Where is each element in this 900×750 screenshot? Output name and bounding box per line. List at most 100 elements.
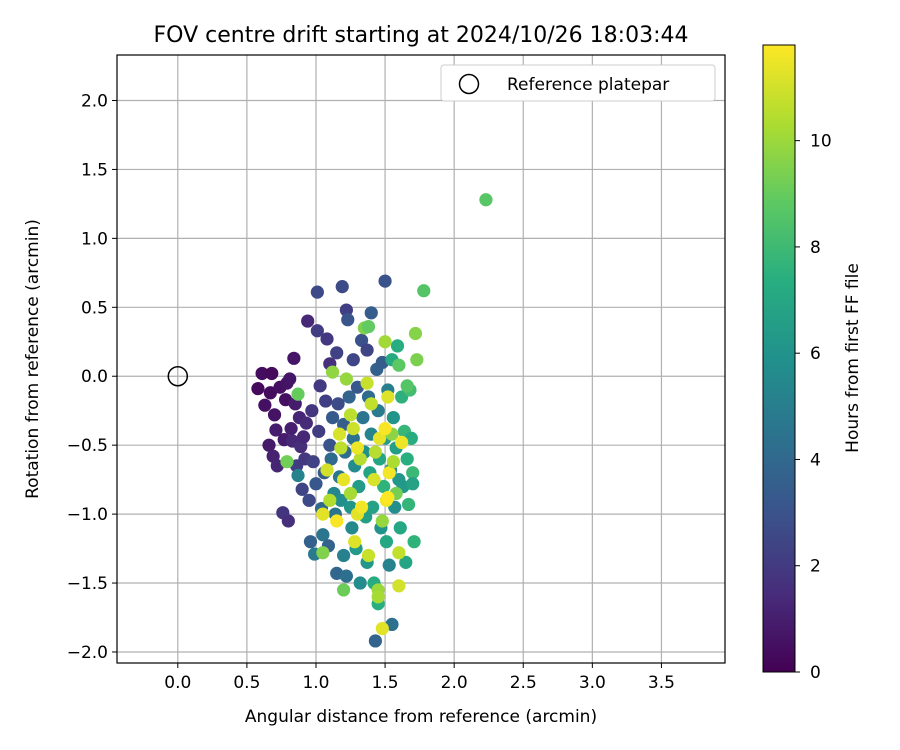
x-axis-label: Angular distance from reference (arcmin) bbox=[245, 707, 597, 727]
data-point bbox=[305, 404, 319, 418]
legend-box bbox=[440, 64, 716, 102]
data-points bbox=[251, 193, 493, 648]
data-point bbox=[368, 445, 382, 459]
y-tick-label: 1.0 bbox=[81, 229, 108, 249]
x-tick-label: 1.5 bbox=[372, 673, 399, 693]
data-point bbox=[395, 435, 409, 450]
data-point bbox=[320, 463, 334, 477]
data-point bbox=[353, 576, 367, 590]
data-point bbox=[313, 379, 327, 393]
data-point bbox=[345, 521, 359, 535]
data-point bbox=[378, 335, 392, 349]
data-point bbox=[361, 320, 376, 334]
y-tick-label: 0.0 bbox=[81, 367, 108, 387]
data-point bbox=[324, 452, 338, 466]
data-point bbox=[401, 497, 416, 512]
data-point bbox=[296, 430, 311, 444]
data-point bbox=[410, 353, 424, 367]
colorbar-ticks: 0 2 4 6 8 10 bbox=[795, 132, 832, 683]
data-point bbox=[392, 358, 406, 372]
data-point bbox=[341, 313, 355, 327]
data-point bbox=[267, 408, 282, 422]
data-point bbox=[386, 410, 400, 425]
data-point bbox=[323, 438, 337, 452]
data-point bbox=[346, 422, 360, 436]
y-tick-label: 0.5 bbox=[81, 298, 108, 318]
y-axis-label: Rotation from reference (arcmin) bbox=[23, 219, 43, 499]
data-point bbox=[368, 634, 382, 648]
data-point bbox=[382, 466, 396, 480]
data-point bbox=[255, 366, 269, 381]
data-point bbox=[353, 452, 367, 466]
data-point bbox=[408, 326, 423, 341]
data-point bbox=[386, 455, 400, 469]
reference-platepar-marker bbox=[167, 365, 189, 387]
data-point bbox=[284, 422, 298, 436]
gridlines bbox=[117, 55, 725, 663]
chart-title: FOV centre drift starting at 2024/10/26 … bbox=[154, 23, 689, 48]
data-point bbox=[366, 500, 380, 514]
data-point bbox=[377, 479, 391, 494]
data-point bbox=[399, 555, 413, 569]
legend: Reference platepar bbox=[440, 64, 716, 102]
data-point bbox=[320, 332, 334, 346]
y-tick-label: 1.5 bbox=[81, 160, 108, 180]
data-point bbox=[323, 493, 337, 507]
data-point bbox=[330, 346, 344, 360]
data-point bbox=[316, 528, 330, 542]
data-point bbox=[354, 333, 369, 347]
data-point bbox=[251, 382, 265, 396]
data-point bbox=[299, 416, 313, 430]
colorbar-tick-label: 8 bbox=[810, 238, 821, 258]
data-point bbox=[348, 535, 362, 549]
colorbar-tick-label: 6 bbox=[810, 344, 821, 364]
data-point bbox=[302, 493, 316, 507]
data-point bbox=[360, 343, 374, 357]
data-point bbox=[303, 535, 318, 549]
data-point bbox=[392, 546, 406, 560]
data-point bbox=[262, 438, 276, 452]
data-point bbox=[392, 579, 406, 593]
data-point bbox=[265, 366, 279, 381]
data-point bbox=[337, 548, 351, 563]
data-point bbox=[310, 324, 324, 338]
data-point bbox=[339, 569, 353, 583]
x-tick-label: 2.0 bbox=[441, 673, 468, 693]
data-point bbox=[400, 452, 414, 466]
data-point bbox=[382, 558, 396, 572]
data-point bbox=[319, 394, 333, 408]
legend-label: Reference platepar bbox=[507, 75, 669, 95]
data-point bbox=[334, 493, 348, 507]
data-point bbox=[378, 422, 392, 436]
data-point bbox=[343, 486, 358, 501]
data-point bbox=[406, 477, 420, 491]
data-point bbox=[372, 431, 387, 445]
y-tick-label: −0.5 bbox=[67, 436, 108, 456]
data-point bbox=[337, 473, 351, 487]
y-axis-ticks: −2.0 −1.5 −1.0 −0.5 0.0 0.5 1.0 1.5 2.0 bbox=[67, 91, 117, 663]
data-point bbox=[390, 339, 405, 353]
data-point bbox=[325, 410, 340, 425]
data-point bbox=[417, 284, 431, 298]
data-point bbox=[295, 482, 309, 496]
data-point bbox=[375, 621, 389, 636]
data-point bbox=[316, 507, 330, 521]
x-tick-label: 2.5 bbox=[510, 673, 537, 693]
colorbar bbox=[762, 44, 796, 673]
colorbar-tick-label: 0 bbox=[810, 663, 821, 683]
x-axis-ticks: 0.0 0.5 1.0 1.5 2.0 2.5 3.0 3.5 bbox=[164, 663, 675, 693]
data-point bbox=[263, 386, 277, 400]
data-point bbox=[281, 514, 295, 528]
x-tick-label: 3.5 bbox=[648, 673, 675, 693]
data-point bbox=[291, 468, 305, 483]
data-point bbox=[335, 280, 349, 294]
data-point bbox=[371, 590, 385, 604]
data-point bbox=[350, 441, 365, 455]
data-point bbox=[291, 387, 305, 401]
x-tick-label: 1.0 bbox=[302, 673, 329, 693]
data-point bbox=[337, 583, 351, 597]
data-point bbox=[283, 372, 297, 386]
colorbar-label: Hours from first FF file bbox=[843, 263, 863, 453]
data-point bbox=[301, 314, 315, 328]
